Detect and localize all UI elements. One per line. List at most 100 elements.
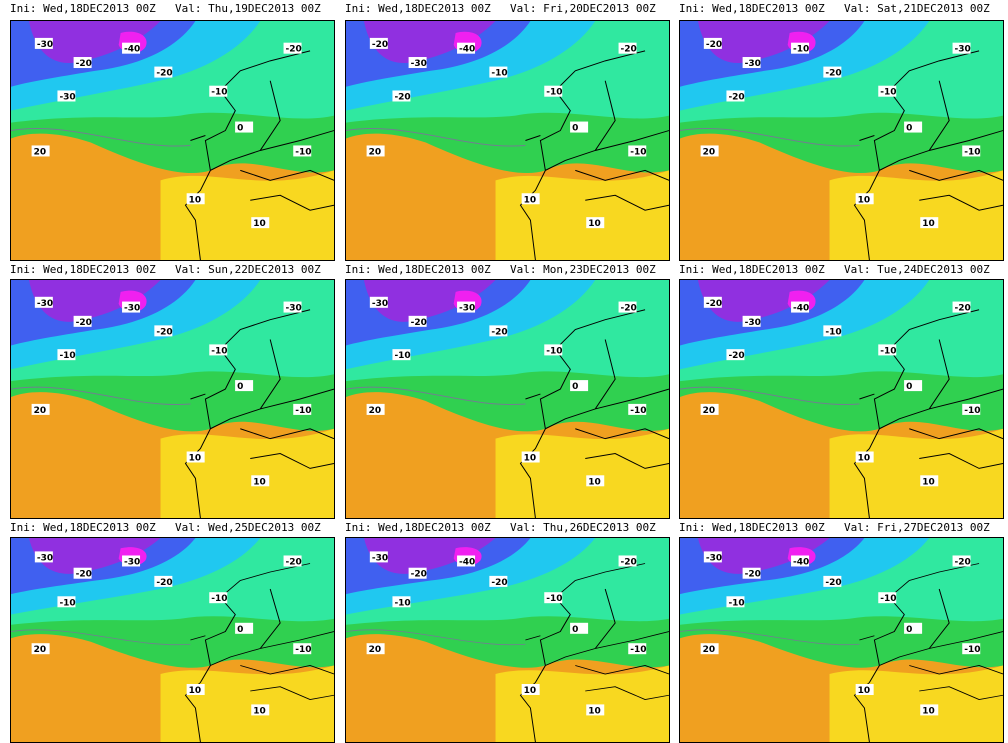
label-bg <box>618 301 637 313</box>
contour-label: -20 <box>728 92 744 102</box>
map-panel: -30 -20 -40 -10 -20 -10 0 -10 20 10 -20 10 <box>345 537 670 743</box>
contour-label: 10 <box>588 477 601 487</box>
field-area <box>160 170 334 260</box>
contour-label: -30 <box>124 557 140 567</box>
contour-label: -10 <box>630 147 646 157</box>
fields <box>680 538 1003 742</box>
contour-label: 20 <box>369 406 382 416</box>
label-bg <box>570 622 589 634</box>
label-bg <box>791 42 810 54</box>
label-bg <box>521 684 540 695</box>
contour-label: -40 <box>793 557 809 567</box>
field-area <box>495 428 669 518</box>
field-area <box>495 665 669 742</box>
contour-label: 10 <box>588 706 601 716</box>
contour-label: -20 <box>394 92 410 102</box>
label-bg <box>703 37 722 49</box>
label-bg <box>209 344 228 356</box>
contour-label: -20 <box>621 557 637 567</box>
contour-label: -30 <box>706 553 722 563</box>
contour <box>346 127 526 147</box>
label-bg <box>952 42 971 54</box>
label-bg <box>904 121 923 133</box>
label-bg <box>235 121 254 133</box>
init-time: Ini: Wed,18DEC2013 00Z <box>679 263 825 276</box>
contour-label: 10 <box>189 195 202 205</box>
label-bg <box>544 592 563 604</box>
coastline <box>184 50 334 260</box>
contour-label: -20 <box>706 299 722 309</box>
contour-label: -20 <box>411 570 427 580</box>
label-bg <box>920 475 939 487</box>
init-time: Ini: Wed,18DEC2013 00Z <box>679 2 825 15</box>
label-bg <box>457 555 476 567</box>
contour-label: -20 <box>955 557 971 567</box>
label-bg <box>878 85 897 97</box>
contour-label: -20 <box>706 40 722 50</box>
map: -30 -20 -40 -30 -20 -10 0 -10 20 10 -20 10 <box>11 21 334 260</box>
label-bg <box>962 145 981 157</box>
contour-label: 0 <box>572 382 578 392</box>
contour-label: -10 <box>630 406 646 416</box>
init-time: Ini: Wed,18DEC2013 00Z <box>10 2 156 15</box>
contour-label: 10 <box>588 219 601 229</box>
label-bg <box>57 596 76 608</box>
label-bg <box>628 643 647 655</box>
label-bg <box>823 325 842 337</box>
init-time: Ini: Wed,18DEC2013 00Z <box>10 521 156 534</box>
coastline <box>184 563 334 742</box>
init-time: Ini: Wed,18DEC2013 00Z <box>10 263 156 276</box>
contour-label: -20 <box>728 351 744 361</box>
contour-label: 0 <box>906 124 912 134</box>
field-area <box>697 280 830 322</box>
label-bg <box>791 301 810 313</box>
field-area <box>829 170 1003 260</box>
label-bg <box>31 643 50 655</box>
map: -20 -30 -40 -20 -10 -10 0 -10 20 10 -20 10 <box>680 280 1003 518</box>
label-bg <box>73 315 92 327</box>
label-bg <box>904 622 923 634</box>
coastline <box>853 563 1003 742</box>
label-bg <box>34 37 53 49</box>
label-bg <box>878 344 897 356</box>
label-bg <box>57 90 76 102</box>
contour-label: 20 <box>369 645 382 655</box>
valid-time: Val: Wed,25DEC2013 00Z <box>175 521 321 534</box>
valid-time: Val: Sun,22DEC2013 00Z <box>175 263 321 276</box>
contour-label: -20 <box>76 318 92 328</box>
label-bg <box>31 145 50 157</box>
map: -30 -20 -40 -10 -20 -10 0 -10 20 10 -20 10 <box>346 538 669 742</box>
label-bg <box>855 684 874 695</box>
contour-label: 20 <box>34 147 47 157</box>
contour-label: -10 <box>964 147 980 157</box>
contour-label: -10 <box>793 45 809 55</box>
label-bg <box>366 403 385 415</box>
contour-label: -20 <box>621 304 637 314</box>
label-bg <box>952 555 971 567</box>
contour <box>346 386 526 406</box>
contour-label: 10 <box>189 454 202 464</box>
contour-label: -20 <box>825 69 841 79</box>
contour-label: 10 <box>253 706 266 716</box>
contour-label: 0 <box>237 625 243 635</box>
contour <box>680 629 860 646</box>
label-bg <box>628 403 647 415</box>
label-bg <box>700 403 719 415</box>
field-area <box>829 428 1003 518</box>
label-bg <box>703 551 722 563</box>
label-bg <box>283 42 302 54</box>
label-bg <box>369 37 388 49</box>
contour-label: 10 <box>524 686 537 696</box>
contour-label: -10 <box>394 598 410 608</box>
contour-label: -10 <box>880 346 896 356</box>
fields <box>346 538 669 742</box>
label-bg <box>251 475 270 487</box>
contour-label: 0 <box>237 382 243 392</box>
label-bg <box>366 643 385 655</box>
label-bg <box>73 57 92 69</box>
valid-time: Val: Tue,24DEC2013 00Z <box>844 263 990 276</box>
label-bg <box>628 145 647 157</box>
label-bg <box>855 193 874 205</box>
contour-label: -30 <box>372 299 388 309</box>
field-area <box>363 280 496 322</box>
